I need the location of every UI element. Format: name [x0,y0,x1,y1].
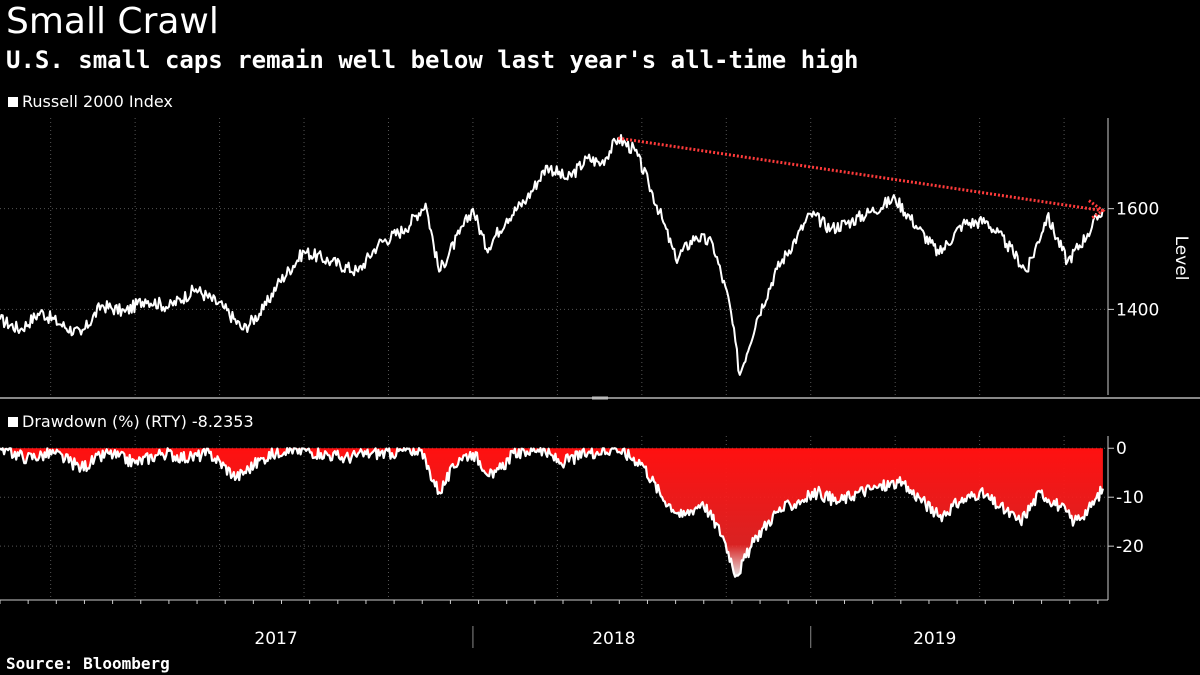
y-tick-label-bottom: 0 [1116,439,1127,459]
drawdown-area [0,448,1103,577]
legend-swatch [8,417,18,427]
y-axis-title: Level [1171,236,1191,281]
source-note: Source: Bloomberg [6,654,170,673]
drawdown-line [0,447,1104,578]
trend-annotation-line [617,136,1104,213]
x-tick-label: 2018 [592,629,635,649]
trend-annotation-arrowhead [1088,199,1106,220]
chart-title: Small Crawl [6,1,219,42]
legend-russell: Russell 2000 Index [8,92,173,112]
y-tick-label-bottom: -10 [1116,488,1144,508]
chart-subtitle: U.S. small caps remain well below last y… [6,46,859,74]
russell-2000-line [0,134,1104,376]
legend-drawdown-label: Drawdown (%) (RTY) -8.2353 [22,412,254,431]
x-tick-label: 2017 [254,629,297,649]
y-tick-label-bottom: -20 [1116,537,1144,557]
x-tick-label: 2019 [913,629,956,649]
y-tick-label-top: 1400 [1116,300,1159,320]
legend-russell-label: Russell 2000 Index [22,92,173,111]
legend-swatch [8,97,18,107]
legend-drawdown: Drawdown (%) (RTY) -8.2353 [8,412,254,432]
y-tick-label-top: 1600 [1116,200,1159,220]
